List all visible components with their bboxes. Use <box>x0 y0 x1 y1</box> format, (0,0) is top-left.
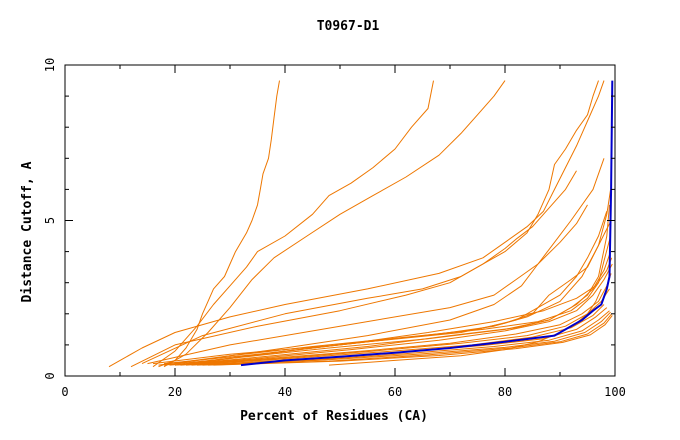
y-axis-label: Distance Cutoff, A <box>20 161 35 302</box>
y-tick-label: 10 <box>43 58 57 72</box>
y-tick-label: 0 <box>43 372 57 379</box>
chart-title: T0967-D1 <box>317 19 380 34</box>
series-line-6 <box>141 170 577 365</box>
series-line-17 <box>180 288 610 366</box>
series-line-18 <box>185 304 605 366</box>
series-line-22 <box>207 313 613 366</box>
series-line-13 <box>158 235 612 366</box>
x-tick-label: 100 <box>604 385 626 399</box>
x-tick-label: 80 <box>498 385 512 399</box>
series-line-1 <box>158 80 280 368</box>
series-line-2 <box>152 80 434 368</box>
series-line-23 <box>213 315 613 366</box>
highlight-series-line <box>240 80 614 367</box>
series-layer <box>108 80 614 368</box>
x-axis-label: Percent of Residues (CA) <box>240 409 428 424</box>
series-line-16 <box>174 273 612 366</box>
x-tick-label: 40 <box>278 385 292 399</box>
y-tick-label: 5 <box>43 217 57 224</box>
series-line-20 <box>196 310 610 366</box>
series-line-5 <box>130 80 599 368</box>
series-line-21 <box>202 311 611 366</box>
series-line-8 <box>174 158 605 365</box>
series-line-4 <box>108 80 605 368</box>
series-line-3 <box>163 80 506 368</box>
series-line-14 <box>163 254 610 366</box>
series-line-24 <box>180 257 613 366</box>
x-tick-label: 60 <box>388 385 402 399</box>
x-tick-label: 20 <box>168 385 182 399</box>
series-line-7 <box>147 204 588 365</box>
plot-frame <box>64 64 616 377</box>
series-line-15 <box>169 263 613 366</box>
x-tick-label: 0 <box>61 385 68 399</box>
ticks-layer: 0 20 40 60 80 100 0 5 10 <box>43 58 626 399</box>
